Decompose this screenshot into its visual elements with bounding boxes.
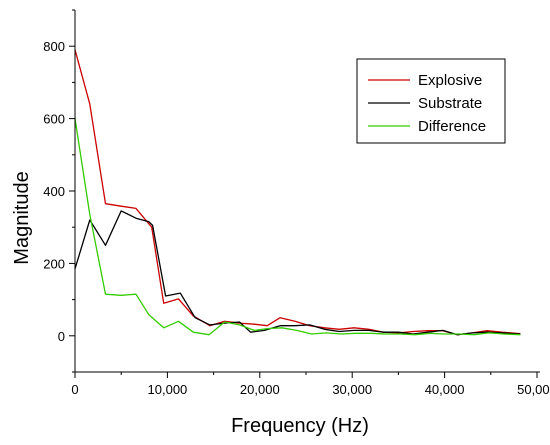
x-tick-label: 0 bbox=[71, 382, 78, 397]
x-tick-label: 40,000 bbox=[425, 382, 465, 397]
x-axis-title: Frequency (Hz) bbox=[231, 415, 369, 437]
series-line-substrate bbox=[74, 210, 521, 336]
y-tick-label: 800 bbox=[43, 39, 65, 54]
legend: Explosive Substrate Difference bbox=[356, 58, 506, 144]
x-tick-label: 10,000 bbox=[148, 382, 188, 397]
legend-label-difference: Difference bbox=[418, 118, 486, 135]
x-tick-label: 50,000 bbox=[517, 382, 550, 397]
legend-label-substrate: Substrate bbox=[418, 95, 482, 112]
ticks-layer: 0 10,000 20,000 30,000 40,000 50,000 0 200 400 60… bbox=[43, 9, 550, 397]
y-tick-label: 600 bbox=[43, 112, 65, 127]
x-tick-label: 20,000 bbox=[240, 382, 280, 397]
y-tick-label: 0 bbox=[58, 329, 65, 344]
y-tick-label: 400 bbox=[43, 184, 65, 199]
legend-label-explosive: Explosive bbox=[418, 72, 482, 89]
legend-box bbox=[356, 58, 506, 144]
series-line-difference bbox=[74, 118, 521, 336]
y-tick-label: 200 bbox=[43, 256, 65, 271]
series-layer bbox=[74, 49, 521, 336]
y-axis-title: Magnitude bbox=[11, 171, 33, 264]
x-tick-label: 30,000 bbox=[332, 382, 372, 397]
